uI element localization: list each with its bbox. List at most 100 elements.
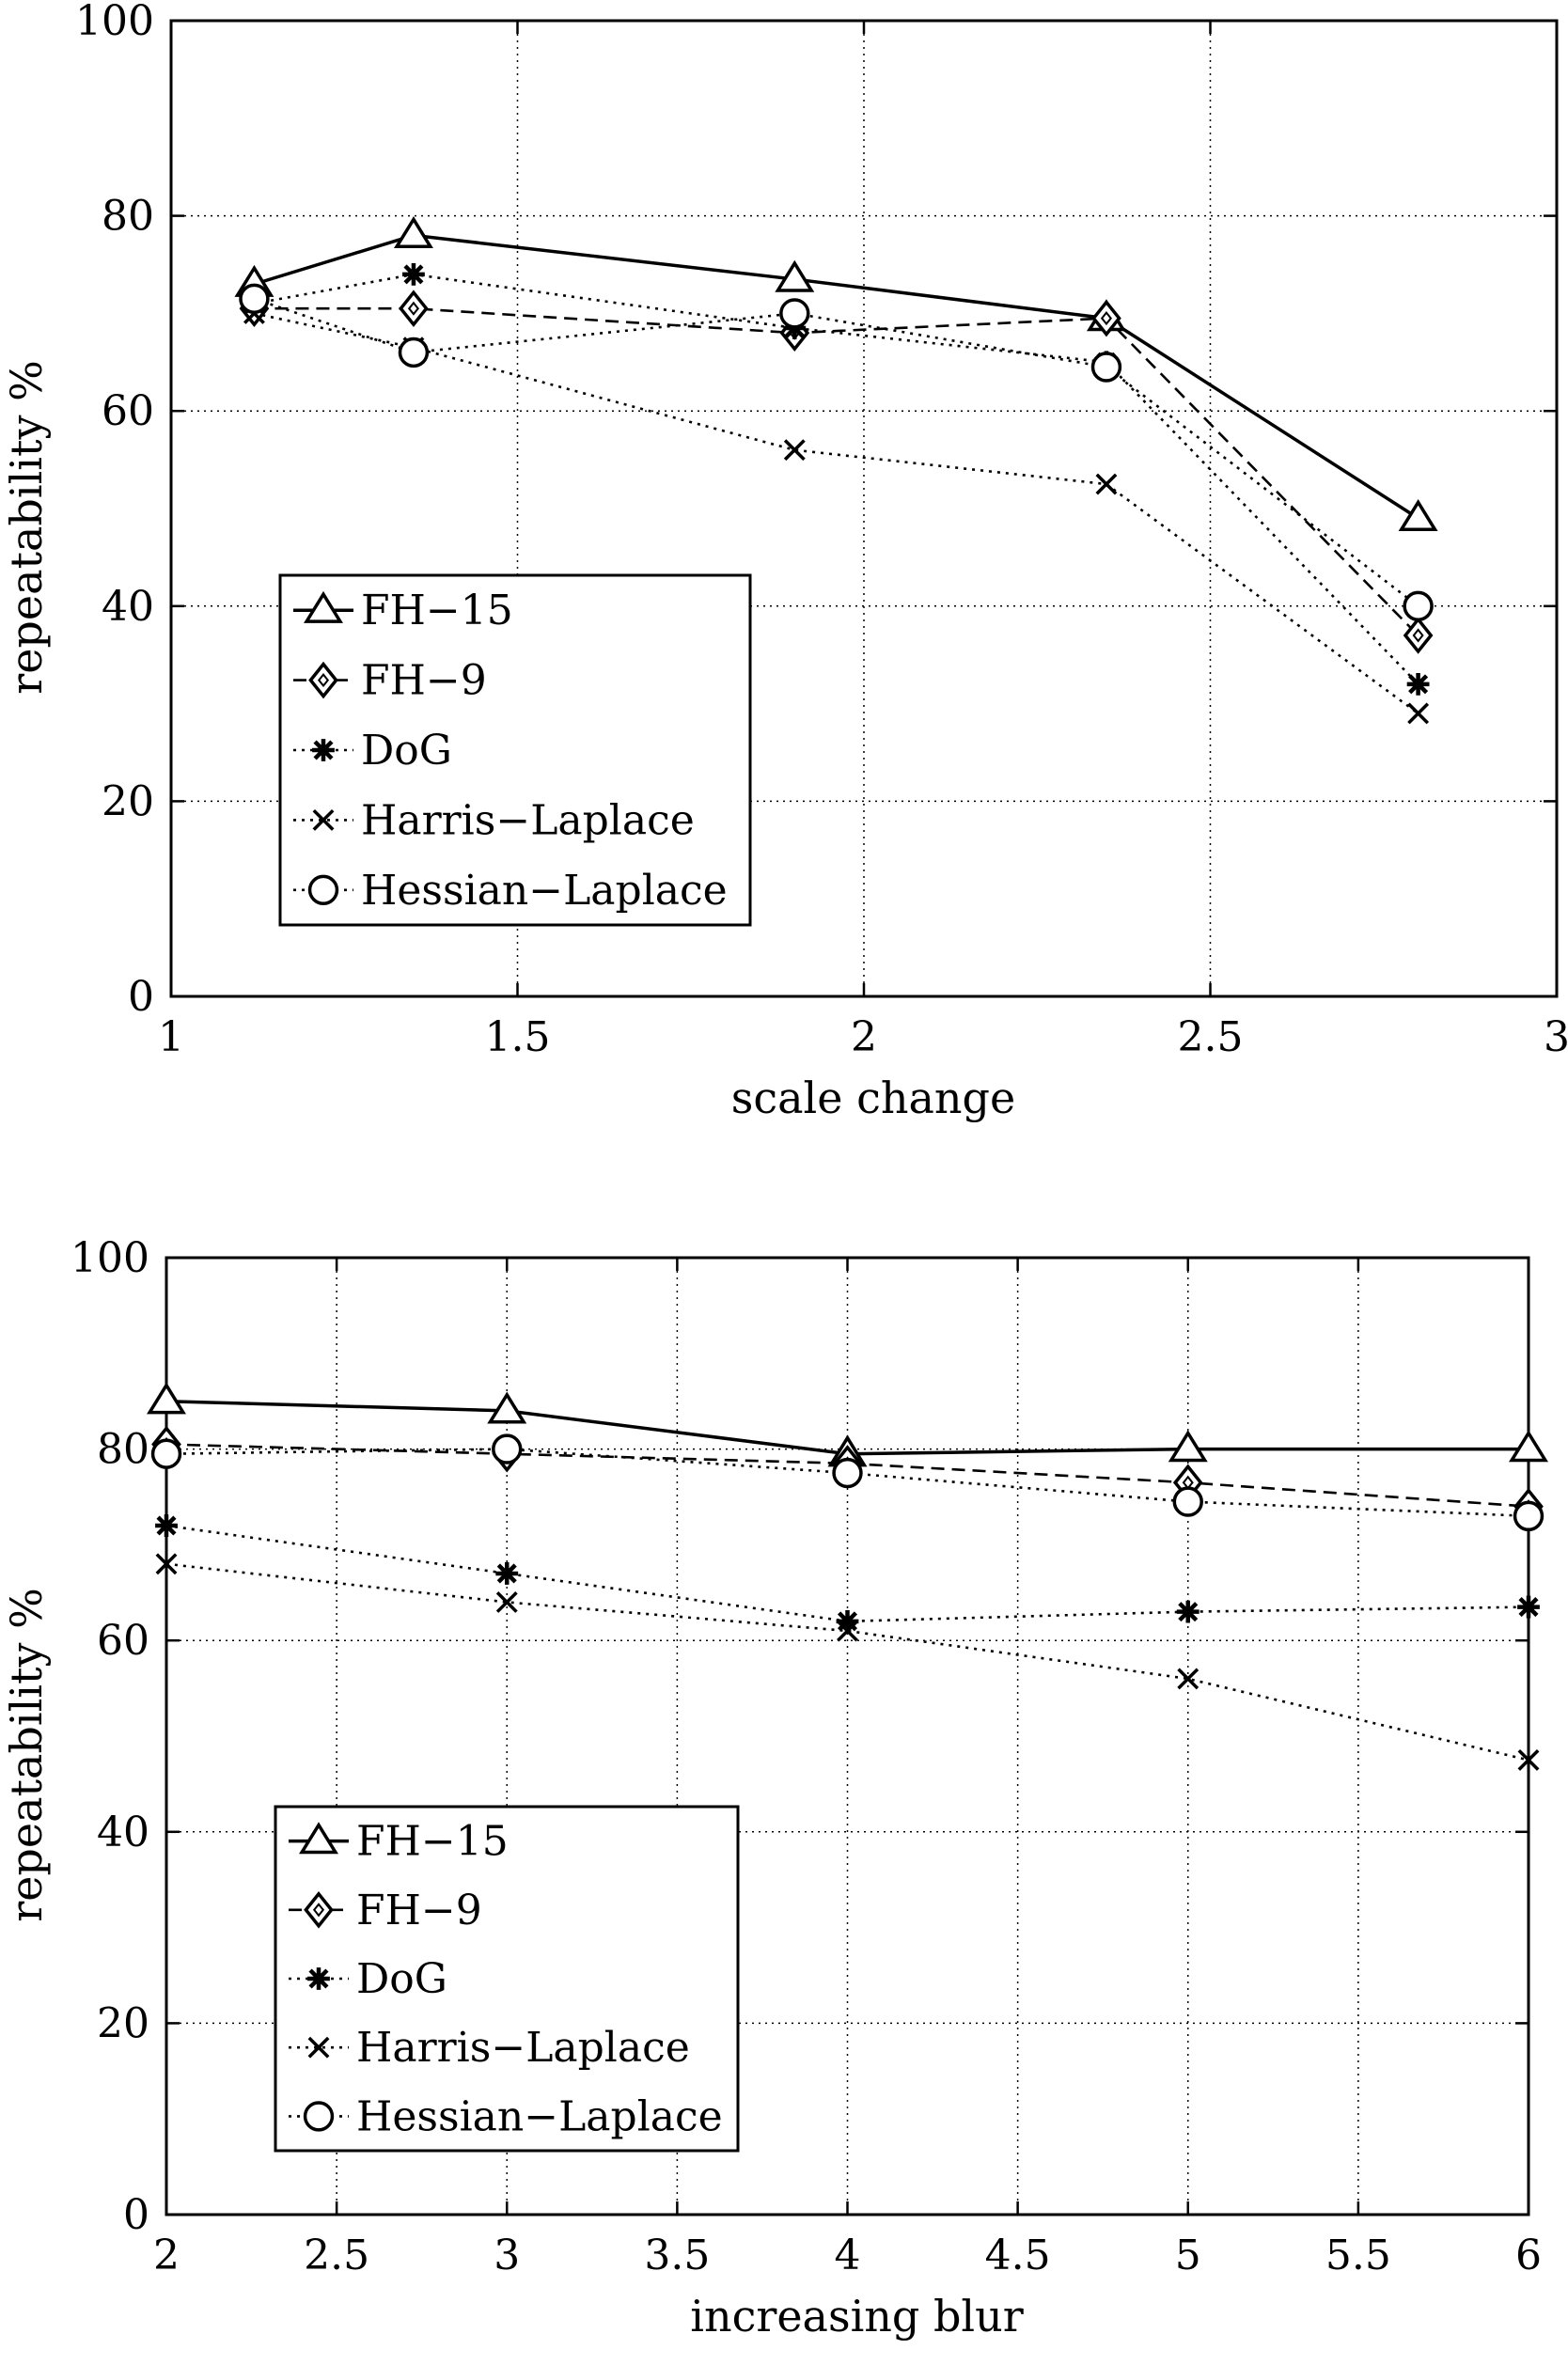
legend-label: FH−15 [356,1818,509,1866]
data-point [495,1562,519,1585]
legend-label: Harris−Laplace [356,2024,690,2072]
legend-label: FH−9 [356,1887,482,1934]
data-point [783,439,806,462]
data-point [1513,1500,1544,1532]
y-tick-label: 20 [102,777,154,825]
data-point [779,298,810,329]
y-tick-label: 60 [97,1617,149,1665]
y-tick-label: 100 [75,0,154,45]
chart-2: 2 2.5 3 3.5 4 4.5 5 5.5 6020406080100increasing … [1,1234,1548,2342]
y-tick-label: 40 [97,1809,149,1856]
data-point [1403,590,1434,621]
legend-label: Hessian−Laplace [361,867,728,915]
legend-label: Hessian−Laplace [356,2092,723,2140]
legend-marker [304,590,343,623]
legend-label: FH−9 [361,657,487,705]
data-point [402,262,425,286]
data-point [1168,1430,1208,1463]
legend-marker [307,1967,330,1990]
series-line-5 [254,297,1419,607]
data-point [1398,499,1438,532]
y-tick-label: 0 [128,973,154,1021]
x-axis-label: increasing blur [690,2291,1024,2342]
legend-marker-inner [312,1903,325,1918]
legend-marker [304,1890,334,1929]
data-point [1176,1600,1200,1623]
legend-label: DoG [356,1955,447,2003]
data-point [832,1457,863,1489]
data-point [1517,1749,1540,1771]
series-line-4 [254,312,1419,715]
series-markers-5 [239,283,1434,621]
x-tick-label: 3 [494,2232,520,2279]
data-point [837,1620,858,1642]
data-point [492,1433,523,1464]
x-tick-label: 2.5 [1178,1013,1244,1061]
data-point [1407,702,1430,725]
legend-marker [312,808,335,831]
y-tick-label: 40 [102,583,154,631]
x-tick-label: 2.5 [304,2232,369,2279]
x-tick-label: 4.5 [985,2232,1051,2279]
legend-label: DoG [361,727,452,775]
y-tick-label: 0 [123,2191,149,2239]
x-tick-label: 4 [835,2232,861,2279]
x-tick-label: 2 [851,1013,877,1061]
x-tick-label: 2 [153,2232,180,2279]
data-point [147,1382,186,1415]
legend: FH−15 FH−9 DoG Harris−Laplace Hessian−Laplac… [278,573,752,927]
series-line-4 [165,1562,1529,1762]
chart-1: 1 1.5 2 2.5 3 0 20 40 60 80 100 scale change repeata… [1,0,1568,1123]
data-point [398,337,430,368]
data-point [155,1514,178,1537]
data-point [1406,672,1430,696]
y-tick-label: 20 [97,1999,149,2047]
data-point [487,1391,527,1424]
series-markers-1 [234,216,1438,532]
y-axis-label: repeatability % [1,360,52,695]
legend-marker [312,739,335,761]
data-point [1090,352,1122,383]
data-point [1172,1486,1203,1517]
legend-marker-inner [317,673,330,688]
data-point [1091,299,1121,337]
data-point [775,259,815,292]
legend-marker [307,2036,330,2059]
legend-label: Harris−Laplace [361,796,695,844]
data-point [150,1438,182,1469]
y-tick-label: 100 [71,1234,149,1282]
y-axis-label: repeatability % [1,1588,52,1922]
data-point [239,283,270,315]
data-point [1095,473,1118,495]
series-markers-5 [150,1433,1544,1532]
y-tick-label: 60 [102,387,154,435]
data-point-inner [1412,628,1424,643]
x-tick-label: 3.5 [644,2232,710,2279]
data-point [399,290,429,328]
x-tick-label: 1 [158,1013,184,1061]
legend-label: FH−15 [361,587,513,634]
data-point [1403,617,1434,654]
data-point [1509,1430,1548,1463]
x-axis-label: scale change [731,1073,1015,1123]
legend-marker [307,874,339,905]
data-point [155,1553,178,1575]
series-markers-3 [155,1514,1540,1633]
data-point [836,1609,859,1633]
legend-marker [308,661,338,699]
y-tick-label: 80 [102,193,154,241]
data-point [495,1591,518,1613]
legend-marker [299,1822,338,1855]
x-tick-label: 1.5 [485,1013,551,1061]
y-tick-label: 80 [97,1426,149,1474]
data-point-inner [407,301,419,316]
data-point [1177,1668,1200,1690]
data-point-inner [1100,311,1112,326]
legend-marker [303,2101,335,2132]
x-tick-label: 5 [1175,2232,1201,2279]
series-line-1 [253,233,1419,520]
legend: FH−15 FH−9 DoG Harris−Laplace Hessian−Laplac… [274,1805,740,2153]
x-tick-label: 6 [1515,2232,1542,2279]
x-tick-label: 5.5 [1325,2232,1391,2279]
